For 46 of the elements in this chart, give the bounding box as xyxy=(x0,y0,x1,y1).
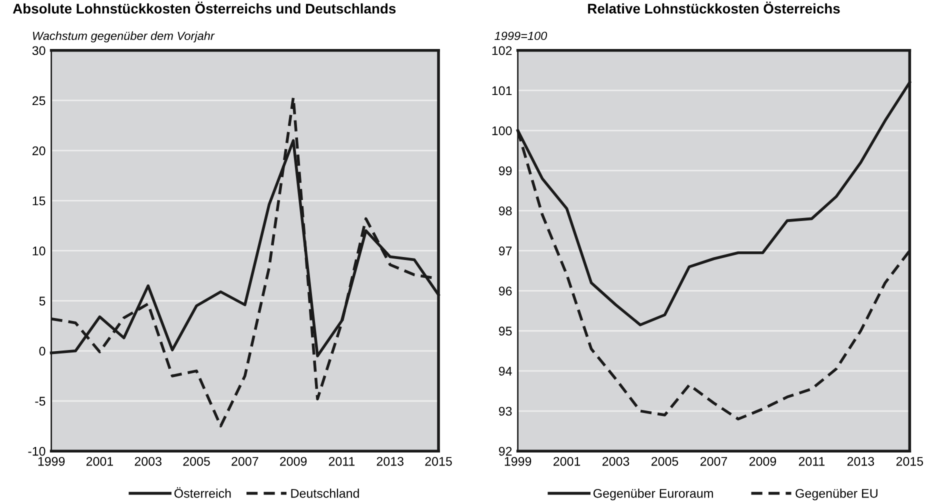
x-tick-label: 2015 xyxy=(896,456,924,466)
y-tick-label: 102 xyxy=(492,46,512,56)
y-tick-label: 97 xyxy=(498,246,512,256)
x-tick-label: 2013 xyxy=(376,456,404,466)
x-tick-label: 2013 xyxy=(847,456,874,466)
x-tick-label: 2015 xyxy=(425,456,452,466)
x-tick-label: 2003 xyxy=(134,456,162,466)
legend-label: Deutschland xyxy=(291,488,359,498)
legend-label: Österreich xyxy=(174,487,231,498)
x-tick-label: 1999 xyxy=(504,456,532,466)
chart-title: Relative Lohnstückkosten Österreichs xyxy=(588,2,840,14)
x-tick-label: 2007 xyxy=(700,456,728,466)
y-tick-label: 92 xyxy=(498,446,512,456)
x-tick-label: 2011 xyxy=(798,456,825,466)
x-tick-label: 2009 xyxy=(280,456,307,466)
x-tick-label: 2001 xyxy=(86,456,114,466)
y-tick-label: 0 xyxy=(39,346,46,356)
y-tick-label: 5 xyxy=(39,296,46,306)
y-tick-label: 101 xyxy=(492,86,512,96)
y-tick-label: 10 xyxy=(32,246,46,256)
y-tick-label: 20 xyxy=(32,146,46,156)
y-tick-label: -5 xyxy=(35,396,46,406)
y-tick-label: -10 xyxy=(28,446,46,456)
x-tick-label: 2005 xyxy=(183,456,210,466)
x-tick-label: 2005 xyxy=(651,456,678,466)
y-tick-label: 93 xyxy=(498,406,512,416)
x-tick-label: 1999 xyxy=(38,456,65,466)
legend-label: Gegenüber EU xyxy=(796,488,878,500)
y-tick-label: 15 xyxy=(32,196,46,206)
y-axis-title: Wachstum gegenüber dem Vorjahr xyxy=(32,31,215,42)
legend-label: Gegenüber Euroraum xyxy=(593,488,713,500)
x-tick-label: 2011 xyxy=(328,456,355,466)
y-tick-label: 25 xyxy=(32,96,46,106)
x-tick-label: 2009 xyxy=(749,456,776,466)
x-tick-label: 2003 xyxy=(602,456,630,466)
chart-title: Absolute Lohnstückkosten Österreichs und Deutschlands xyxy=(12,2,396,14)
y-tick-label: 100 xyxy=(492,126,512,136)
y-tick-label: 96 xyxy=(498,286,512,296)
x-tick-label: 2001 xyxy=(554,456,580,466)
y-axis-title: 1999=100 xyxy=(494,32,548,40)
y-tick-label: 95 xyxy=(498,326,512,336)
y-tick-label: 94 xyxy=(498,366,512,376)
y-tick-label: 98 xyxy=(498,206,512,216)
y-tick-label: 30 xyxy=(32,46,46,56)
y-tick-label: 99 xyxy=(498,166,512,176)
x-tick-label: 2007 xyxy=(232,456,258,466)
